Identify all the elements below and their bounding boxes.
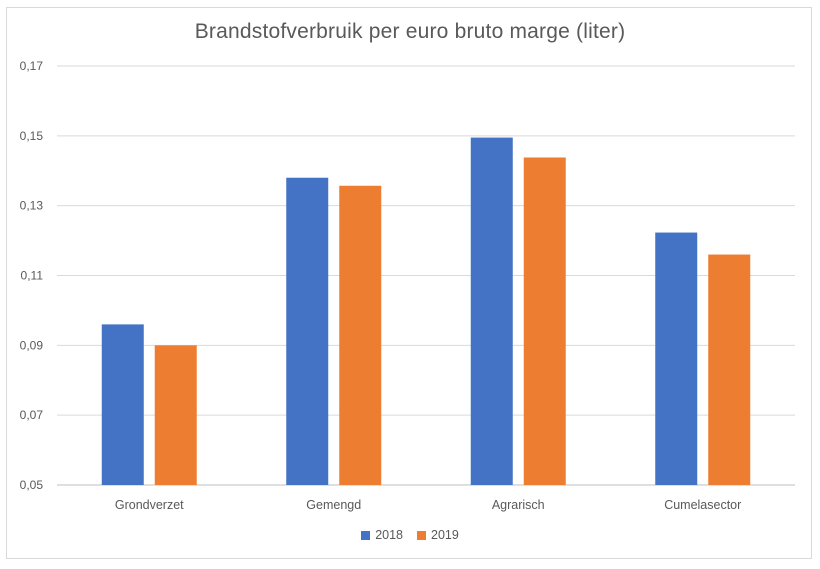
legend-label-2019: 2019: [431, 528, 459, 542]
bar-2018-agrarisch: [470, 137, 513, 485]
y-tick-label: 0,09: [20, 338, 44, 352]
bar-2019-cumelasector: [708, 254, 751, 485]
y-tick-label: 0,07: [20, 408, 44, 422]
x-tick-label: Agrarisch: [492, 498, 545, 512]
bar-2019-grondverzet: [154, 345, 197, 485]
y-tick-label: 0,17: [20, 59, 44, 73]
legend-item-2018: 2018: [361, 528, 403, 542]
bar-2019-gemengd: [339, 185, 382, 485]
bar-2018-cumelasector: [655, 232, 698, 485]
y-tick-label: 0,15: [20, 129, 44, 143]
bar-2018-gemengd: [286, 177, 329, 485]
chart-title: Brandstofverbruik per euro bruto marge (…: [194, 20, 626, 43]
legend-label-2018: 2018: [375, 528, 403, 542]
y-tick-label: 0,13: [20, 199, 44, 213]
y-tick-label: 0,05: [20, 478, 44, 492]
bar-2019-agrarisch: [523, 157, 566, 485]
x-tick-label: Cumelasector: [664, 498, 741, 512]
legend-swatch-2019: [417, 530, 426, 540]
x-tick-label: Grondverzet: [115, 498, 184, 512]
y-tick-label: 0,11: [21, 269, 44, 283]
legend-swatch-2018: [361, 530, 371, 540]
chart-legend: 2018 2019: [0, 528, 820, 542]
legend-item-2019: 2019: [417, 528, 459, 542]
bar-2018-grondverzet: [101, 324, 144, 485]
x-tick-label: Gemengd: [306, 498, 361, 512]
